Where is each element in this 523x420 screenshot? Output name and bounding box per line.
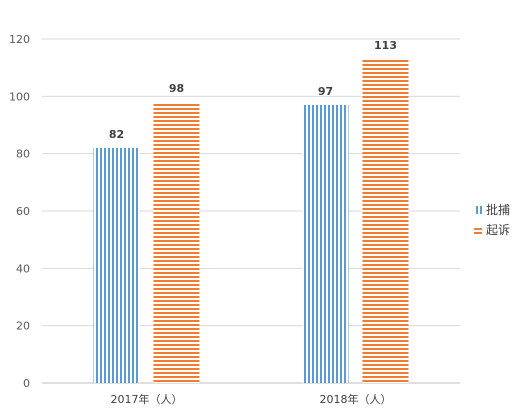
data-label: 97: [318, 85, 333, 98]
y-tick-label: 20: [16, 320, 30, 333]
y-tick-label: 100: [9, 90, 30, 103]
y-axis-ticks: 0 20 40 60 80 100 120: [9, 33, 30, 390]
legend-label: 起诉: [486, 223, 510, 237]
y-tick-label: 80: [16, 148, 30, 161]
legend-item: 批捕: [474, 202, 510, 217]
bar-qisu-1: [362, 59, 409, 384]
y-tick-label: 0: [23, 377, 30, 390]
data-label: 82: [109, 128, 124, 141]
bar-pibu-1: [302, 104, 349, 383]
y-tick-label: 60: [16, 205, 30, 218]
legend-label: 批捕: [486, 202, 510, 217]
data-labels: 82 98 97 113: [109, 39, 397, 141]
bar-pibu-0: [93, 147, 140, 383]
legend-swatch: [474, 206, 482, 214]
x-tick-label: 2018年（人）: [320, 392, 392, 406]
bars: [93, 59, 409, 384]
legend-item: 起诉: [474, 223, 510, 237]
data-label: 98: [169, 82, 184, 95]
y-tick-label: 120: [9, 33, 30, 46]
legend-swatch: [474, 226, 482, 234]
bar-qisu-0: [153, 102, 200, 384]
data-label: 113: [374, 39, 397, 52]
y-tick-label: 40: [16, 262, 30, 275]
x-axis-ticks: 2017年（人） 2018年（人）: [111, 392, 392, 406]
x-tick-label: 2017年（人）: [111, 392, 183, 406]
